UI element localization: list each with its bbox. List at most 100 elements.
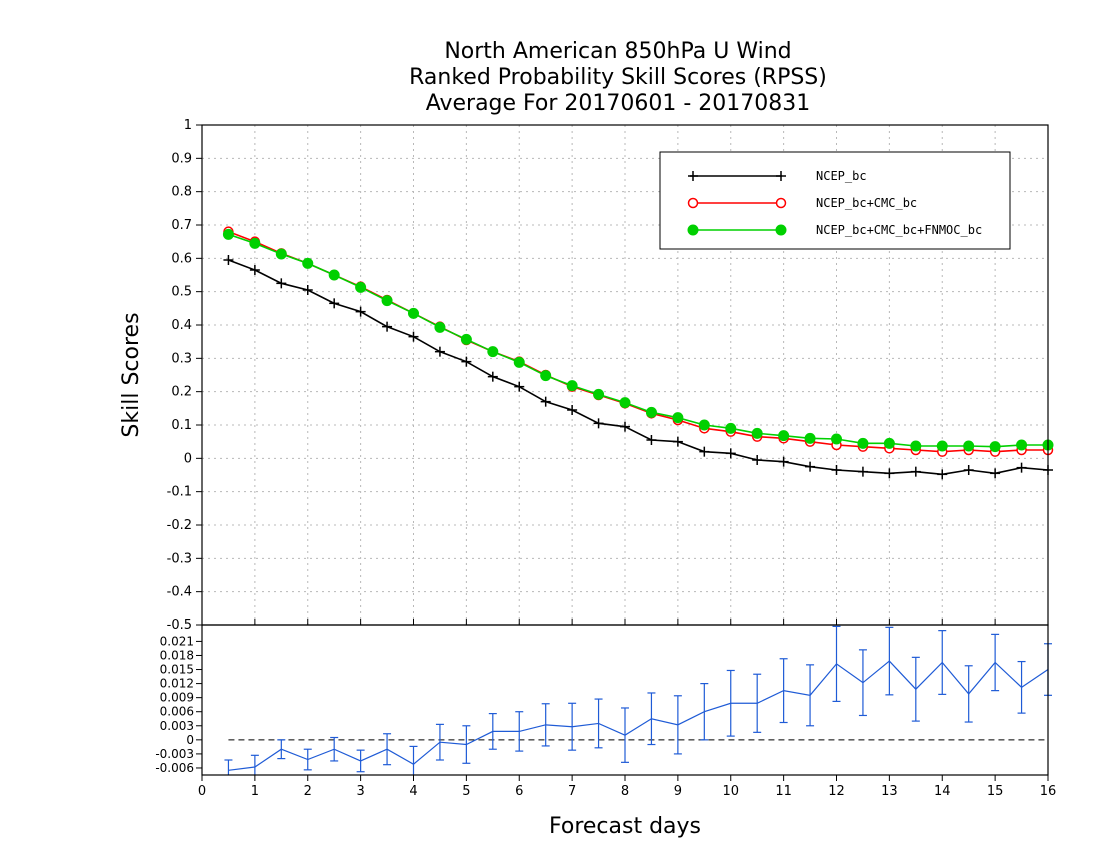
x-tick-label: 15 [987, 784, 1004, 799]
legend-label: NCEP_bc [816, 169, 867, 183]
y-tick-label: -0.1 [167, 485, 192, 500]
chart-title-line-3: Average For 20170601 - 20170831 [426, 91, 811, 116]
data-point-filled-circle [1016, 439, 1028, 451]
data-point-filled-circle [487, 346, 499, 358]
x-tick-label: 9 [674, 784, 682, 799]
data-point-filled-circle [593, 388, 605, 400]
x-tick-label: 16 [1040, 784, 1057, 799]
data-point-filled-circle [355, 281, 367, 293]
sub-plot-frame [201, 624, 1049, 776]
data-point-filled-circle [566, 380, 578, 392]
y-tick-label: 0.5 [171, 285, 192, 300]
x-tick-label: 14 [934, 784, 951, 799]
data-point-filled-circle [513, 356, 525, 368]
data-point-filled-circle [460, 333, 472, 345]
sub-y-tick-label: 0.012 [160, 677, 194, 691]
y-tick-label: 0 [184, 451, 192, 466]
sub-y-tick-label: 0.003 [160, 719, 194, 733]
legend-label: NCEP_bc+CMC_bc+FNMOC_bc [816, 223, 982, 237]
x-tick-label: 3 [356, 784, 364, 799]
data-point-filled-circle [775, 224, 787, 236]
x-tick-label: 12 [828, 784, 845, 799]
y-tick-label: 0.2 [171, 385, 192, 400]
main-series-group [222, 226, 1054, 480]
x-tick-label: 1 [251, 784, 259, 799]
y-tick-label: 0.6 [171, 251, 192, 266]
x-ticks: 0 1 2 3 4 5 6 7 8 9 10 11 12 13 14 15 16 [198, 619, 1056, 799]
y-tick-label: -0.4 [167, 585, 192, 600]
sub-series-line [228, 660, 1049, 771]
y-tick-label: 1 [184, 118, 192, 133]
series-1 [223, 226, 1054, 457]
data-point-filled-circle [778, 430, 790, 442]
data-point-filled-circle [619, 397, 631, 409]
data-point-filled-circle [672, 412, 684, 424]
data-point-filled-circle [751, 427, 763, 439]
x-tick-label: 2 [304, 784, 312, 799]
x-axis-label: Forecast days [549, 814, 701, 839]
data-point-filled-circle [540, 370, 552, 382]
data-point-filled-circle [883, 437, 895, 449]
sub-y-tick-label: 0.006 [160, 705, 194, 719]
sub-y-ticks: -0.006-0.00300.0030.0060.0090.0120.0150.… [155, 634, 202, 775]
data-point-filled-circle [249, 237, 261, 249]
data-point-filled-circle [725, 422, 737, 434]
legend-label: NCEP_bc+CMC_bc [816, 196, 917, 210]
y-tick-label: 0.9 [171, 151, 192, 166]
sub-y-tick-label: -0.006 [155, 761, 194, 775]
sub-series-group [224, 625, 1052, 775]
series-2 [222, 228, 1054, 453]
data-point-filled-circle [408, 307, 419, 319]
series-0 [223, 255, 1053, 480]
data-point-filled-circle [804, 432, 816, 444]
data-point-filled-circle [910, 440, 922, 452]
x-tick-label: 4 [409, 784, 417, 799]
data-point-filled-circle [963, 440, 975, 452]
y-tick-label: 0.1 [171, 418, 192, 433]
data-point-filled-circle [381, 295, 393, 307]
data-point-filled-circle [989, 441, 1001, 453]
x-tick-label: 6 [515, 784, 523, 799]
x-tick-label: 8 [621, 784, 629, 799]
sub-y-tick-label: 0.018 [160, 648, 194, 662]
x-tick-label: 10 [722, 784, 739, 799]
x-tick-label: 7 [568, 784, 576, 799]
legend-box [659, 151, 1011, 250]
sub-series-0 [224, 625, 1052, 775]
sub-y-tick-label: 0.015 [160, 663, 194, 677]
y-axis-label: Skill Scores [119, 312, 144, 437]
series-line [228, 230, 1048, 453]
x-tick-label: 11 [775, 784, 792, 799]
series-line [228, 259, 1049, 476]
x-tick-label: 0 [198, 784, 206, 799]
data-point-open-circle [687, 197, 699, 209]
sub-y-tick-label: -0.003 [155, 747, 194, 761]
main-y-ticks: -0.5 -0.4 -0.3 -0.2 -0.1 0 0.1 0.2 0.3 0.4 0.5 0.6 0… [167, 118, 202, 633]
data-point-filled-circle [698, 419, 710, 431]
data-point-filled-circle [302, 257, 314, 269]
y-tick-label: 0.8 [171, 185, 192, 200]
x-tick-label: 5 [462, 784, 470, 799]
data-point-filled-circle [222, 228, 234, 240]
chart-title-line-2: Ranked Probability Skill Scores (RPSS) [409, 65, 827, 90]
data-point-filled-circle [687, 224, 699, 236]
y-tick-label: 0.4 [171, 318, 192, 333]
data-point-filled-circle [434, 321, 446, 333]
sub-y-tick-label: 0 [186, 733, 194, 747]
data-point-open-circle [775, 197, 787, 209]
y-tick-label: -0.3 [167, 551, 192, 566]
legend: NCEP_bc NCEP_bc+CMC_bc NCEP_bc+CMC_bc+FNMO… [659, 151, 1011, 250]
data-point-filled-circle [645, 406, 657, 418]
x-tick-label: 13 [881, 784, 898, 799]
sub-y-tick-label: 0.021 [160, 634, 194, 648]
data-point-filled-circle [857, 437, 869, 449]
y-tick-label: -0.5 [167, 618, 192, 633]
data-point-filled-circle [328, 269, 340, 281]
y-tick-label: 0.3 [171, 351, 192, 366]
data-point-filled-circle [936, 440, 948, 452]
y-tick-label: -0.2 [167, 518, 192, 533]
data-point-filled-circle [275, 248, 287, 260]
y-tick-label: 0.7 [171, 218, 192, 233]
data-point-filled-circle [831, 433, 842, 445]
